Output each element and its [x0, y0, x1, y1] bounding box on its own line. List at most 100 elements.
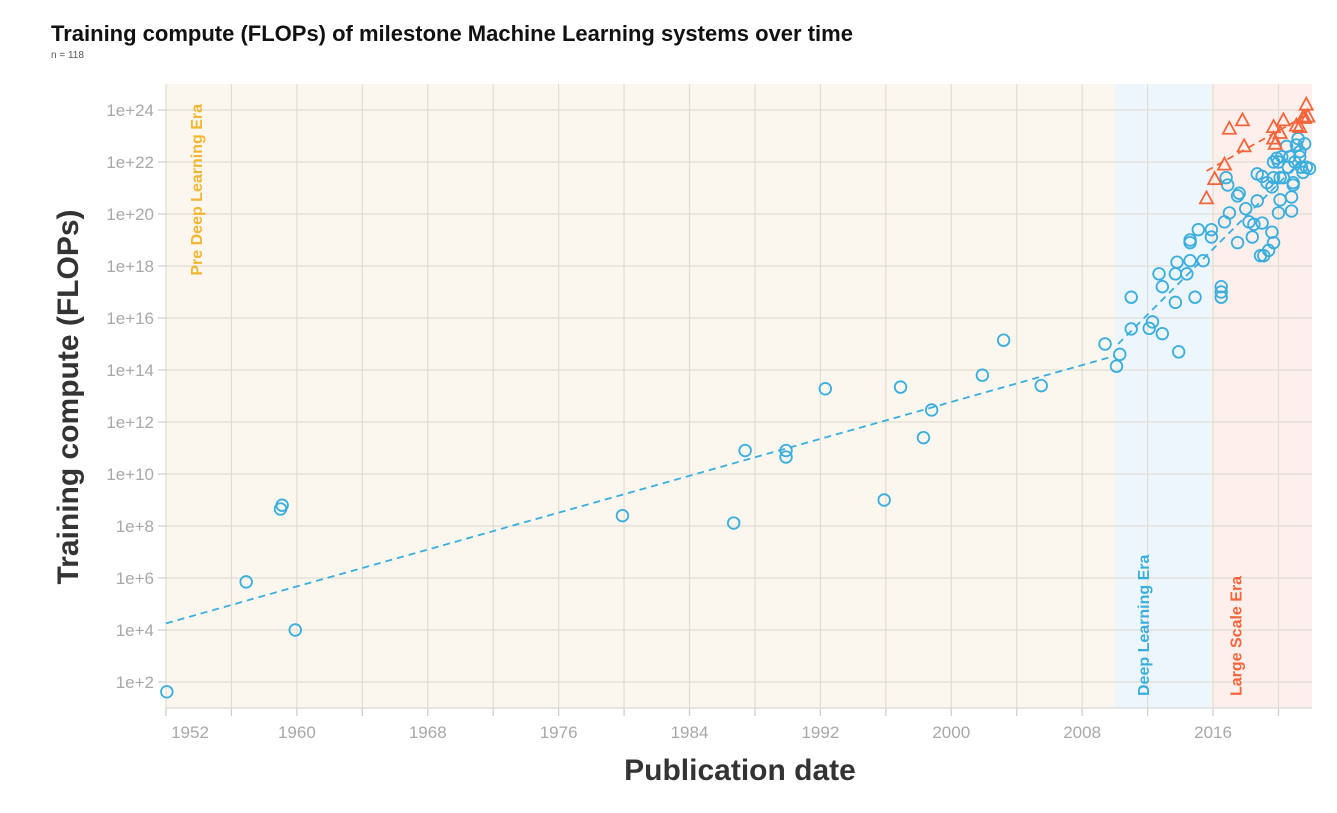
- data-point-circle: [726, 516, 741, 530]
- data-point-circle: [1155, 326, 1170, 341]
- x-tick-label: 1992: [801, 723, 839, 742]
- data-point-triangle: [1296, 108, 1313, 124]
- x-tick-label: 2008: [1063, 723, 1101, 742]
- data-point-circle: [1222, 206, 1237, 220]
- trend-line-pre: [165, 354, 1116, 625]
- x-tick-label: 2000: [932, 723, 970, 742]
- data-point-circle: [1124, 290, 1138, 304]
- data-point-triangle: [1265, 129, 1282, 145]
- data-point-circle: [1180, 267, 1194, 281]
- data-point-circle: [1204, 222, 1219, 237]
- data-point-circle: [1266, 170, 1281, 185]
- x-tick-label: 1952: [171, 723, 209, 742]
- data-point-triangle: [1275, 111, 1292, 127]
- data-point-circle: [1284, 190, 1299, 204]
- x-tick-label: 2016: [1194, 723, 1232, 742]
- data-point-triangle: [1198, 189, 1215, 205]
- y-tick-label: 1e+22: [106, 153, 154, 172]
- y-tick-label: 1e+24: [106, 101, 154, 120]
- y-tick-label: 1e+10: [106, 465, 154, 484]
- data-point-circle: [1250, 194, 1264, 208]
- data-point-circle: [1281, 160, 1295, 174]
- era-band-dl: [1114, 84, 1212, 708]
- data-point-triangle: [1267, 134, 1284, 150]
- data-point-circle: [1219, 170, 1233, 185]
- data-point-circle: [1204, 230, 1219, 244]
- data-point-circle: [239, 575, 253, 589]
- data-point-circle: [1124, 322, 1138, 336]
- data-point-circle: [160, 685, 174, 699]
- data-point-circle: [1255, 216, 1269, 230]
- era-label-ls: Large Scale Era: [1228, 576, 1245, 696]
- x-axis-title: Publication date: [624, 754, 856, 787]
- era-band-pre: [166, 84, 1115, 708]
- data-point-circle: [1230, 235, 1245, 250]
- x-tick-label: 1960: [278, 723, 316, 742]
- chart-title: Training compute (FLOPs) of milestone Ma…: [51, 21, 853, 46]
- y-tick-label: 1e+2: [116, 673, 154, 692]
- data-point-triangle: [1216, 155, 1233, 171]
- data-point-triangle: [1291, 118, 1308, 133]
- data-point-circle: [1145, 315, 1160, 329]
- data-point-circle: [288, 623, 302, 637]
- data-point-circle: [1214, 285, 1228, 299]
- y-tick-label: 1e+16: [106, 309, 154, 328]
- data-point-circle: [1221, 178, 1235, 192]
- data-point-circle: [1168, 295, 1183, 310]
- data-point-circle: [1214, 290, 1228, 304]
- data-point-circle: [275, 498, 289, 512]
- data-point-circle: [1247, 217, 1261, 232]
- data-point-circle: [1155, 279, 1170, 294]
- data-point-circle: [1034, 378, 1048, 393]
- chart-subtitle: n = 118: [51, 50, 84, 61]
- x-tick-label: 1984: [671, 723, 709, 742]
- data-point-triangle: [1298, 95, 1315, 111]
- data-point-circle: [1113, 347, 1127, 362]
- y-tick-label: 1e+8: [116, 517, 154, 536]
- data-point-circle: [1289, 138, 1304, 152]
- x-tick-label: 1976: [540, 723, 578, 742]
- trend-line-dl: [1117, 158, 1304, 345]
- y-tick-label: 1e+6: [116, 569, 154, 588]
- data-point-circle: [1183, 253, 1197, 268]
- data-point-circle: [893, 380, 908, 394]
- data-point-triangle: [1236, 137, 1253, 153]
- data-point-circle: [779, 450, 793, 464]
- era-label-dl: Deep Learning Era: [1136, 555, 1153, 696]
- data-point-circle: [975, 368, 990, 382]
- data-point-circle: [1266, 235, 1281, 250]
- data-point-circle: [1171, 345, 1186, 359]
- data-point-circle: [1275, 149, 1289, 164]
- data-point-triangle: [1206, 170, 1223, 185]
- data-point-triangle: [1299, 107, 1316, 123]
- data-point-circle: [1239, 201, 1253, 216]
- y-tick-label: 1e+4: [116, 621, 154, 640]
- y-axis-title: Training compute (FLOPs): [52, 209, 85, 584]
- data-point-circle: [615, 508, 630, 523]
- data-point-circle: [779, 443, 793, 458]
- data-point-circle: [916, 430, 931, 445]
- data-point-triangle: [1234, 111, 1251, 127]
- data-point-circle: [1284, 204, 1299, 218]
- data-point-circle: [1302, 161, 1317, 176]
- data-point-circle: [1191, 222, 1205, 237]
- data-point-circle: [1142, 321, 1156, 336]
- data-point-circle: [818, 382, 832, 396]
- data-point-triangle: [1272, 124, 1289, 139]
- data-point-circle: [996, 333, 1011, 347]
- y-tick-label: 1e+20: [106, 205, 154, 224]
- data-point-circle: [1245, 230, 1259, 244]
- data-point-circle: [1271, 206, 1286, 220]
- x-tick-label: 1968: [409, 723, 447, 742]
- data-point-circle: [1297, 137, 1312, 151]
- data-point-circle: [1214, 279, 1228, 294]
- data-point-circle: [738, 443, 752, 458]
- data-point-circle: [1188, 290, 1202, 304]
- data-point-circle: [924, 403, 939, 417]
- y-tick-label: 1e+18: [106, 257, 154, 276]
- data-point-circle: [1183, 233, 1197, 247]
- y-tick-label: 1e+14: [106, 361, 154, 380]
- data-point-circle: [1230, 189, 1245, 203]
- data-point-circle: [1109, 359, 1124, 373]
